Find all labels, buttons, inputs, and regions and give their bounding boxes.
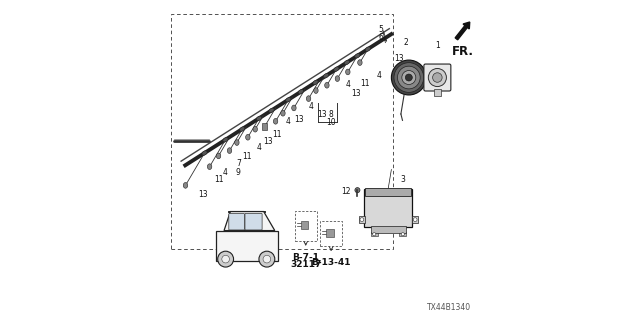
Ellipse shape [281,110,285,116]
Bar [371,232,378,236]
Text: 9: 9 [236,168,241,177]
Circle shape [222,255,229,263]
Text: 12: 12 [342,187,351,196]
Text: 13: 13 [263,137,273,146]
Circle shape [355,188,360,193]
Text: 11: 11 [243,152,252,161]
Text: 8: 8 [328,110,333,119]
FancyBboxPatch shape [245,213,262,230]
Ellipse shape [202,151,207,155]
Text: 11: 11 [272,130,282,139]
Ellipse shape [324,83,329,88]
Text: 1: 1 [435,41,440,50]
FancyBboxPatch shape [228,213,244,230]
Circle shape [397,66,420,89]
Ellipse shape [223,138,228,142]
Circle shape [372,233,376,236]
Text: 4: 4 [222,168,227,177]
Circle shape [360,218,364,221]
Text: 13: 13 [317,109,326,118]
Text: 6: 6 [379,33,383,42]
Ellipse shape [334,67,339,71]
Ellipse shape [314,88,318,93]
Circle shape [428,68,447,87]
Circle shape [263,255,271,263]
Text: 13: 13 [351,89,362,98]
Circle shape [413,218,417,221]
Bar [412,215,419,223]
Text: 4: 4 [257,143,261,152]
Bar [326,229,334,237]
Circle shape [394,63,424,92]
Bar [262,124,267,130]
Bar [358,215,365,223]
Bar [371,226,406,233]
Ellipse shape [253,126,257,132]
Polygon shape [224,212,275,231]
Text: 2: 2 [403,38,408,47]
Circle shape [392,60,426,95]
Ellipse shape [257,116,262,121]
Ellipse shape [183,182,188,188]
Text: 3: 3 [400,174,405,184]
Text: 13: 13 [394,54,404,63]
FancyBboxPatch shape [424,64,451,91]
Ellipse shape [285,98,291,102]
Ellipse shape [323,74,328,78]
Bar [364,188,412,227]
Ellipse shape [246,134,250,140]
Text: 32117: 32117 [290,260,321,268]
Text: 4: 4 [376,71,381,80]
Bar [216,231,278,261]
Bar [171,14,393,249]
Text: 13: 13 [198,190,207,199]
Text: B-7-1: B-7-1 [292,252,319,262]
Ellipse shape [239,127,245,131]
Text: FR.: FR. [452,45,474,58]
Bar [320,221,342,246]
FancyArrow shape [455,22,470,40]
Text: 13: 13 [294,115,303,124]
Ellipse shape [298,90,303,94]
Ellipse shape [313,80,318,84]
Text: 4: 4 [286,117,291,126]
Text: 7: 7 [237,159,241,168]
Ellipse shape [269,108,274,113]
Ellipse shape [355,53,360,58]
Text: B-13-41: B-13-41 [311,258,351,267]
Ellipse shape [358,60,362,65]
Ellipse shape [307,96,311,101]
Ellipse shape [273,118,278,124]
Ellipse shape [346,69,350,75]
Circle shape [401,233,404,236]
Text: TX44B1340: TX44B1340 [426,303,470,312]
Text: 4: 4 [346,80,351,89]
Text: 5: 5 [379,25,383,35]
Text: 4: 4 [309,102,314,111]
Circle shape [433,73,442,82]
Circle shape [259,251,275,267]
Ellipse shape [365,47,371,51]
Text: 11: 11 [360,79,370,88]
Bar [365,188,411,196]
Bar [294,211,317,241]
Ellipse shape [344,60,349,65]
Bar [301,221,308,229]
Ellipse shape [235,140,239,145]
Circle shape [405,74,412,81]
Ellipse shape [335,76,340,82]
Ellipse shape [292,105,296,111]
Bar [399,232,406,236]
Circle shape [218,251,234,267]
Ellipse shape [207,164,212,170]
Circle shape [402,70,416,84]
Bar [434,89,440,96]
Text: 10: 10 [326,118,335,127]
Ellipse shape [216,153,221,159]
Text: 11: 11 [214,174,224,184]
Ellipse shape [227,148,232,154]
